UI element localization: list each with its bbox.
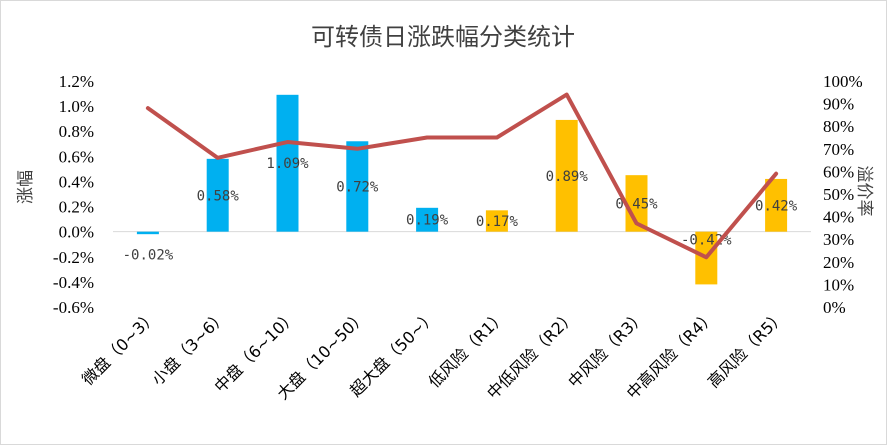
left-tick-label: 0.6% (59, 147, 94, 166)
right-tick-label: 40% (823, 208, 854, 227)
bar-series (136, 94, 788, 285)
bar (346, 141, 369, 232)
right-tick-label: 80% (823, 117, 854, 136)
bar (136, 231, 159, 235)
left-tick-label: 0.2% (59, 198, 94, 217)
premium-rate-line (145, 92, 779, 260)
right-axis-ticks: 100% 90% 80% 70% 60% 50% 40% 30% 20% 10% 0% (823, 72, 863, 317)
left-tick-label: 0.0% (59, 223, 94, 242)
right-tick-label: 50% (823, 185, 854, 204)
bar-value-label: 0.58% (197, 188, 240, 204)
right-tick-label: 0% (823, 298, 846, 317)
bar (765, 178, 788, 232)
bar-value-label: 0.17% (476, 214, 519, 230)
right-tick-label: 10% (823, 275, 854, 294)
chart-title: 可转债日涨跌幅分类统计 (311, 23, 575, 51)
bar (206, 158, 229, 232)
right-tick-label: 70% (823, 140, 854, 159)
bar-value-label: -0.02% (123, 248, 174, 264)
right-tick-label: 100% (823, 72, 863, 91)
bar-value-label: 0.42% (755, 198, 798, 214)
left-tick-label: -0.2% (53, 248, 94, 267)
left-tick-label: 0.8% (59, 122, 94, 141)
left-tick-label: 1.2% (59, 72, 94, 91)
left-axis-ticks: 1.2% 1.0% 0.8% 0.6% 0.4% 0.2% 0.0% -0.2% -0.4% -0… (53, 72, 94, 317)
line-series (145, 92, 779, 260)
bar (625, 175, 648, 232)
bar (485, 210, 508, 232)
bar (416, 207, 439, 232)
bar (555, 119, 578, 232)
right-tick-label: 60% (823, 162, 854, 181)
bar-value-label: 0.89% (546, 169, 589, 185)
right-tick-label: 30% (823, 230, 854, 249)
left-tick-label: 0.4% (59, 172, 94, 191)
y-axis-title: 涨幅 (16, 170, 36, 204)
bar-value-label: 0.72% (336, 179, 379, 195)
right-tick-label: 20% (823, 253, 854, 272)
bar (276, 94, 299, 232)
left-tick-label: -0.4% (53, 273, 94, 292)
left-tick-label: -0.6% (53, 298, 94, 317)
left-tick-label: 1.0% (59, 97, 94, 116)
bar-value-label: 0.19% (406, 213, 449, 229)
category-labels: 微盘（0~3）小盘（3~6）中盘（6~10）大盘（10~50）超大盘（50~）低… (78, 306, 789, 403)
y2-axis-title: 溢价率 (854, 166, 874, 217)
bar-value-label: 1.09% (266, 156, 309, 172)
right-tick-label: 90% (823, 95, 854, 114)
